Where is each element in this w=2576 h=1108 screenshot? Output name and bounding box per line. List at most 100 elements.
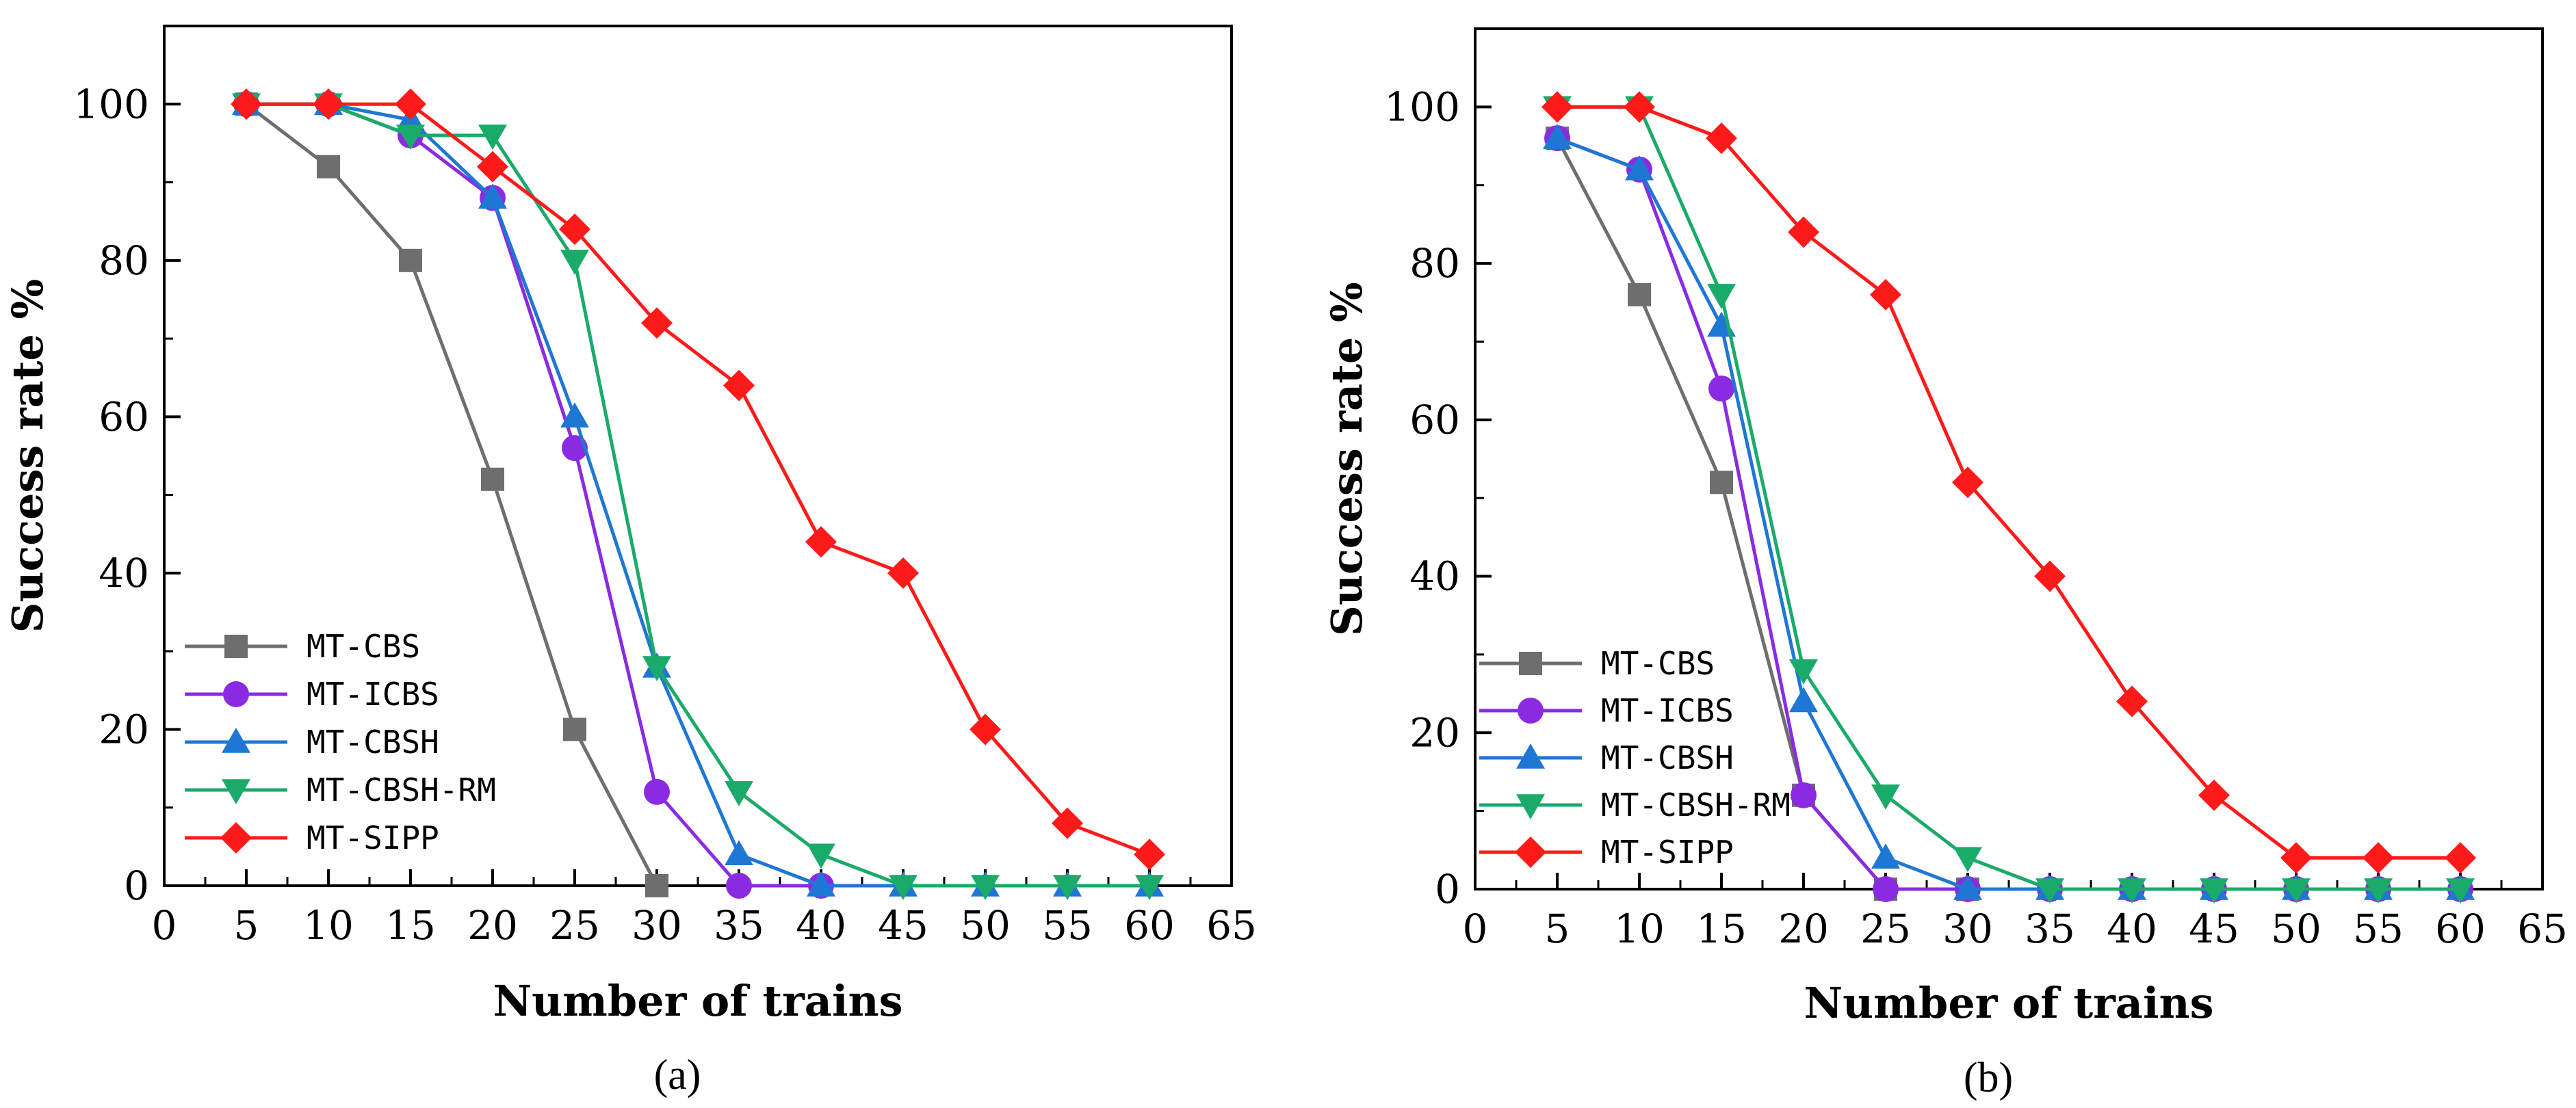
series-line xyxy=(246,102,1149,888)
x-tick-label: 10 xyxy=(303,902,354,949)
x-tick-label: 45 xyxy=(878,902,928,949)
data-point xyxy=(887,557,919,589)
legend-item: MT-CBS xyxy=(1479,645,1715,682)
x-tick-label: 5 xyxy=(234,902,259,949)
legend-item: MT-ICBS xyxy=(1479,692,1734,729)
x-tick-label: 15 xyxy=(1696,906,1747,952)
x-tick-label: 55 xyxy=(2353,906,2404,952)
series-line xyxy=(246,102,821,888)
data-point xyxy=(2035,878,2064,903)
data-point xyxy=(2364,878,2393,903)
data-point xyxy=(1135,875,1164,900)
y-tick-label: 80 xyxy=(99,237,149,284)
legend-marker xyxy=(222,728,250,753)
x-tick-label: 65 xyxy=(2517,906,2568,952)
panel-caption: (b) xyxy=(1964,1055,2013,1101)
legend-marker xyxy=(224,635,248,658)
legend-label: MT-SIPP xyxy=(307,819,439,856)
data-point xyxy=(1710,471,1733,494)
legend-marker xyxy=(220,822,252,854)
data-point xyxy=(231,88,262,120)
legend-item: MT-CBSH xyxy=(185,724,439,761)
data-point xyxy=(1134,839,1165,871)
x-tick-label: 60 xyxy=(2435,906,2486,952)
x-tick-label: 65 xyxy=(1206,902,1257,949)
data-point xyxy=(396,124,425,150)
x-tick-label: 5 xyxy=(1545,906,1570,952)
x-tick-label: 30 xyxy=(632,902,682,949)
legend: MT-CBS MT-ICBS MT-CBSH MT-CBSH-RM MT-SIPP xyxy=(185,628,496,856)
data-point xyxy=(2280,842,2312,874)
legend-label: MT-CBSH-RM xyxy=(1601,787,1791,823)
series-line xyxy=(245,103,659,887)
y-tick-label: 0 xyxy=(124,862,149,909)
y-tick-label: 40 xyxy=(1409,553,1460,600)
x-tick-label: 50 xyxy=(2271,906,2321,952)
data-point xyxy=(2445,842,2476,874)
x-tick-label: 30 xyxy=(1942,906,1993,952)
x-tick-label: 20 xyxy=(1778,906,1829,952)
y-tick-label: 100 xyxy=(73,81,149,127)
x-tick-label: 15 xyxy=(385,902,436,949)
data-point xyxy=(478,124,507,150)
data-point xyxy=(1953,875,1982,900)
series-line xyxy=(246,102,1149,888)
y-tick-label: 20 xyxy=(1409,709,1460,756)
data-point xyxy=(1871,843,1900,869)
legend-item: MT-ICBS xyxy=(185,676,439,713)
x-tick-label: 0 xyxy=(152,902,177,949)
data-point xyxy=(1541,91,1573,123)
data-point xyxy=(399,248,422,272)
data-point xyxy=(313,88,344,120)
x-tick-label: 60 xyxy=(1124,902,1175,949)
y-axis-title: Success rate % xyxy=(1322,282,1372,636)
data-point xyxy=(642,656,671,682)
data-point xyxy=(560,402,589,428)
y-tick-label: 60 xyxy=(99,393,149,440)
data-point xyxy=(2282,878,2311,903)
data-point xyxy=(395,88,426,120)
legend-label: MT-ICBS xyxy=(1601,692,1734,729)
data-point xyxy=(723,369,755,401)
data-point xyxy=(1707,284,1736,309)
data-point xyxy=(1789,687,1818,713)
data-point xyxy=(725,781,753,806)
y-tick-label: 100 xyxy=(1384,83,1460,130)
data-point xyxy=(478,183,507,209)
legend-label: MT-CBS xyxy=(307,628,420,665)
legend-marker xyxy=(1515,836,1546,868)
panel-caption: (a) xyxy=(654,1052,701,1098)
x-tick-label: 25 xyxy=(1860,906,1911,952)
data-point xyxy=(1706,122,1737,155)
x-tick-label: 35 xyxy=(714,902,764,949)
legend-marker xyxy=(223,681,249,707)
x-axis-title: Number of trains xyxy=(1804,978,2213,1028)
data-point xyxy=(559,213,590,246)
legend-marker xyxy=(1518,698,1544,724)
data-point xyxy=(1873,876,1899,902)
legend-label: MT-CBSH xyxy=(1601,739,1734,776)
data-point xyxy=(641,307,673,339)
legend-label: MT-ICBS xyxy=(307,676,439,713)
data-point xyxy=(477,150,508,183)
panel-a: 0 5 10 15 20 25 30 35 40 45 50 55 60 65 0 20 40 60 80 100 Nu… xyxy=(3,25,1257,1098)
legend-marker xyxy=(1516,794,1545,819)
y-tick-label: 20 xyxy=(99,706,149,752)
legend-item: MT-SIPP xyxy=(185,819,439,856)
data-point xyxy=(2446,878,2475,903)
series-mt-icbs xyxy=(1544,125,2473,902)
legend-label: MT-CBSH xyxy=(307,724,439,761)
x-tick-label: 20 xyxy=(467,902,518,949)
data-point xyxy=(971,875,1000,900)
data-point xyxy=(317,155,340,179)
y-tick-label: 60 xyxy=(1409,397,1460,443)
data-point xyxy=(1543,124,1572,149)
data-point xyxy=(2200,878,2228,903)
x-tick-label: 0 xyxy=(1463,906,1488,952)
legend-item: MT-CBSH xyxy=(1479,739,1734,776)
series-line xyxy=(1557,136,2460,891)
x-tick-label: 35 xyxy=(2025,906,2075,952)
data-point xyxy=(1789,659,1818,685)
data-point xyxy=(807,871,835,897)
